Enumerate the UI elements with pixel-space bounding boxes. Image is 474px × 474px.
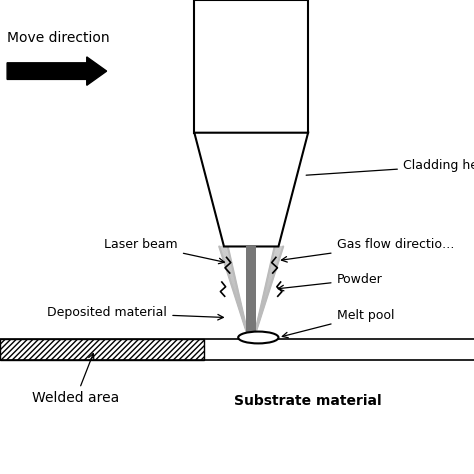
Text: Powder: Powder xyxy=(278,273,383,291)
Text: Deposited material: Deposited material xyxy=(47,306,223,320)
Bar xyxy=(246,246,256,339)
Text: Cladding he…: Cladding he… xyxy=(306,159,474,175)
Text: Move direction: Move direction xyxy=(7,31,110,45)
Text: Laser beam: Laser beam xyxy=(104,237,224,264)
FancyArrow shape xyxy=(7,57,107,85)
Text: Melt pool: Melt pool xyxy=(283,309,394,338)
Bar xyxy=(194,0,308,133)
Bar xyxy=(0,339,204,360)
Text: Gas flow directio…: Gas flow directio… xyxy=(282,237,454,262)
Text: Welded area: Welded area xyxy=(32,354,119,405)
Ellipse shape xyxy=(238,332,279,343)
Text: Substrate material: Substrate material xyxy=(234,393,382,408)
Polygon shape xyxy=(194,133,308,246)
